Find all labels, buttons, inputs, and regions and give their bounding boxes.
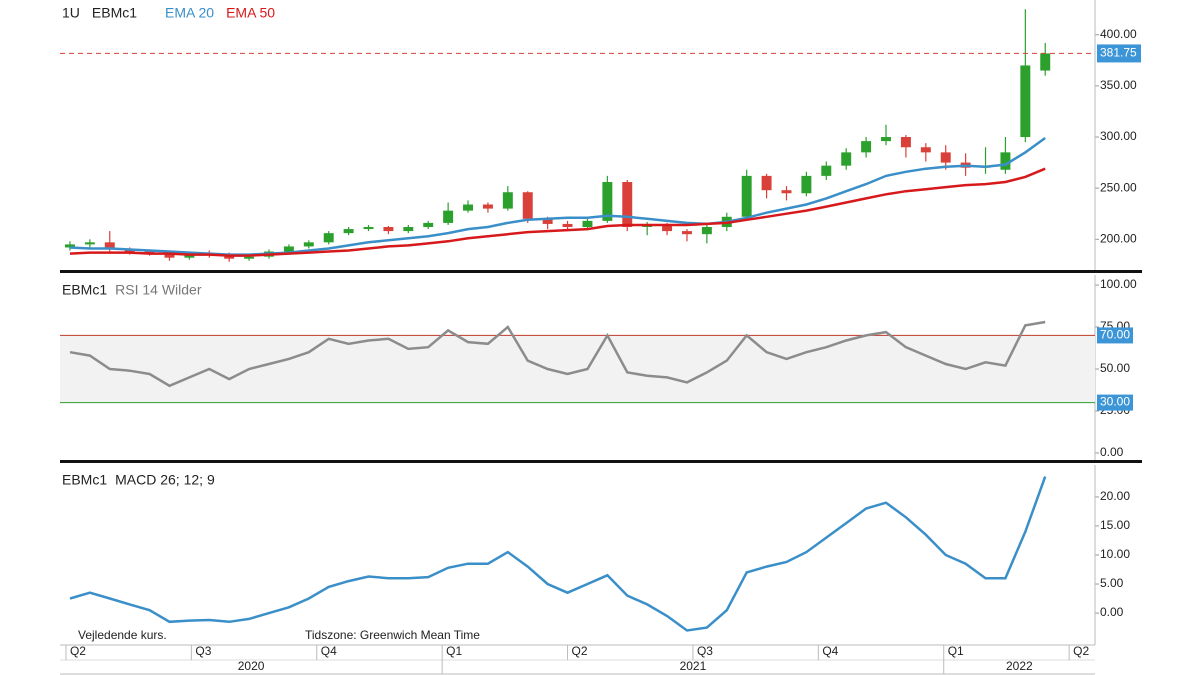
x-tick-label: Q3 bbox=[195, 644, 211, 658]
level-label: 70.00 bbox=[1100, 328, 1130, 342]
year-label: 2020 bbox=[238, 659, 265, 673]
line-series bbox=[69, 136, 1046, 256]
y-tick-label: 0.00 bbox=[1100, 445, 1124, 459]
candle-body bbox=[861, 141, 872, 153]
footer-timezone: Tidszone: Greenwich Mean Time bbox=[305, 628, 480, 642]
y-tick-label: 100.00 bbox=[1100, 277, 1137, 291]
last-price-box bbox=[1097, 44, 1141, 63]
x-tick-label: Q4 bbox=[321, 644, 337, 658]
candle-body bbox=[900, 137, 911, 148]
year-label: 2022 bbox=[1006, 659, 1033, 673]
panel-indicator: MACD 26; 12; 9 bbox=[115, 472, 215, 488]
year-label: 2021 bbox=[680, 659, 707, 673]
y-tick-label: 200.00 bbox=[1100, 231, 1137, 245]
candle-body bbox=[423, 222, 434, 228]
x-tick-label: Q1 bbox=[948, 644, 964, 658]
y-tick-label: 15.00 bbox=[1100, 518, 1130, 532]
candle-body bbox=[701, 227, 712, 235]
candle-body bbox=[741, 175, 752, 217]
candle-body bbox=[681, 231, 692, 235]
y-tick-label: 300.00 bbox=[1100, 129, 1137, 143]
last-price-label: 381.75 bbox=[1100, 46, 1137, 60]
candle-body bbox=[781, 190, 792, 194]
candle-body bbox=[64, 244, 75, 248]
candle-body bbox=[283, 246, 294, 252]
y-tick-label: 400.00 bbox=[1100, 27, 1137, 41]
candle-body bbox=[801, 175, 812, 194]
level-label: 30.00 bbox=[1100, 395, 1130, 409]
legend-entry: 1U bbox=[62, 5, 80, 21]
candle-body bbox=[920, 147, 931, 153]
x-tick-label: Q2 bbox=[572, 644, 588, 658]
candle-body bbox=[104, 242, 115, 250]
legend-entry: EMA 20 bbox=[165, 5, 214, 21]
candle-body bbox=[343, 229, 354, 234]
candle-body bbox=[622, 182, 633, 228]
candle-body bbox=[244, 256, 255, 259]
candle-body bbox=[502, 192, 513, 209]
footer-note: Vejledende kurs. bbox=[78, 628, 167, 642]
candle-body bbox=[761, 175, 772, 191]
x-tick-label: Q3 bbox=[697, 644, 713, 658]
line-series bbox=[69, 320, 1046, 388]
candle-body bbox=[1040, 53, 1051, 71]
candle-body bbox=[323, 233, 334, 243]
candle-body bbox=[940, 152, 951, 163]
candle-body bbox=[821, 165, 832, 176]
candle-body bbox=[383, 227, 394, 232]
y-tick-label: 20.00 bbox=[1100, 489, 1130, 503]
candle-body bbox=[662, 224, 673, 232]
candle-body bbox=[881, 137, 891, 142]
candle-body bbox=[443, 210, 454, 223]
candle-body bbox=[841, 152, 852, 166]
y-tick-label: 250.00 bbox=[1100, 180, 1137, 194]
separator bbox=[60, 270, 1142, 273]
y-tick-label: 350.00 bbox=[1100, 78, 1137, 92]
panel-symbol: EBMc1 bbox=[62, 472, 107, 488]
candle-body bbox=[303, 242, 314, 247]
legend-entry: EBMc1 bbox=[92, 5, 137, 21]
candle-body bbox=[542, 218, 553, 224]
separator bbox=[60, 460, 1142, 463]
level-box bbox=[1097, 394, 1133, 411]
x-tick-label: Q1 bbox=[446, 644, 462, 658]
panel-symbol: EBMc1 bbox=[62, 282, 107, 298]
candle-body bbox=[1020, 65, 1031, 138]
candle-body bbox=[522, 192, 533, 219]
line-series bbox=[69, 167, 1046, 257]
candle-body bbox=[403, 227, 414, 232]
candle-body bbox=[562, 223, 573, 228]
candle-body bbox=[482, 204, 493, 209]
candle-body bbox=[1000, 152, 1011, 170]
line-series bbox=[69, 476, 1047, 632]
candle-body bbox=[582, 220, 593, 228]
candle-body bbox=[363, 227, 374, 230]
y-tick-label: 10.00 bbox=[1100, 547, 1130, 561]
x-tick-label: Q4 bbox=[822, 644, 838, 658]
level-box bbox=[1097, 327, 1133, 344]
candle-body bbox=[463, 204, 474, 211]
level-band bbox=[60, 335, 1095, 403]
candle-body bbox=[602, 182, 613, 221]
y-tick-label: 50.00 bbox=[1100, 361, 1130, 375]
x-tick-label: Q2 bbox=[70, 644, 86, 658]
candle-body bbox=[144, 251, 155, 253]
x-tick-label: Q2 bbox=[1073, 644, 1089, 658]
legend-entry: EMA 50 bbox=[226, 5, 275, 21]
candle-body bbox=[84, 242, 95, 245]
y-tick-label: 0.00 bbox=[1100, 605, 1124, 619]
candle-body bbox=[164, 252, 175, 258]
y-tick-label: 5.00 bbox=[1100, 576, 1124, 590]
panel-indicator: RSI 14 Wilder bbox=[115, 282, 202, 298]
